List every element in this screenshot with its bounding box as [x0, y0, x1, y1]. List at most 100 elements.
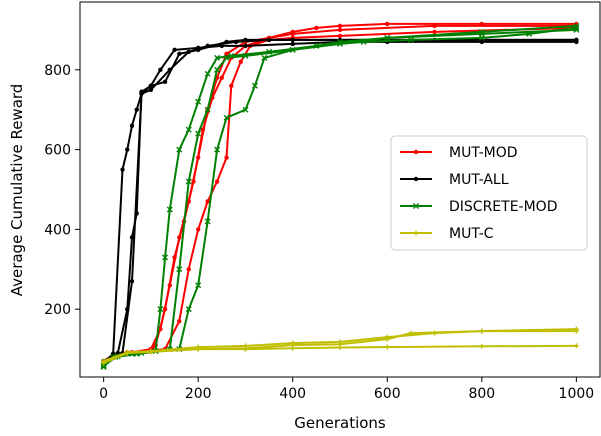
data-point	[573, 22, 580, 29]
data-point	[162, 254, 169, 261]
data-point	[129, 235, 135, 240]
data-point	[185, 178, 192, 185]
data-point	[290, 31, 295, 37]
legend-label: MUT-C	[449, 226, 494, 242]
legend-marker	[413, 176, 419, 182]
data-point	[337, 341, 343, 347]
data-point	[238, 59, 243, 65]
data-point	[223, 54, 230, 61]
data-point	[261, 54, 268, 61]
data-point	[195, 282, 202, 289]
data-point	[219, 75, 225, 80]
data-point	[195, 155, 201, 160]
data-point	[214, 54, 221, 61]
data-point	[101, 359, 107, 365]
data-point	[148, 349, 154, 355]
data-point	[337, 27, 343, 33]
data-point	[176, 266, 183, 273]
data-point	[204, 70, 211, 77]
y-tick-label: 600	[44, 143, 71, 159]
y-axis-label: Average Cumulative Reward	[8, 84, 26, 297]
legend-label: MUT-MOD	[449, 145, 518, 161]
data-point	[195, 130, 202, 137]
data-point	[385, 21, 390, 27]
legend-label: DISCRETE-MOD	[449, 199, 557, 215]
data-point	[120, 167, 125, 172]
legend-marker	[413, 203, 419, 209]
data-point	[148, 87, 154, 92]
legend-item: MUT-ALL	[400, 172, 509, 188]
series-line	[102, 26, 577, 368]
data-point	[242, 52, 249, 59]
legend-box	[390, 135, 588, 251]
data-point	[384, 336, 390, 342]
data-point	[158, 326, 163, 332]
x-tick-label: 800	[468, 386, 495, 402]
data-point	[214, 146, 221, 153]
data-point	[177, 235, 182, 240]
data-point	[251, 82, 258, 89]
data-point	[574, 37, 579, 43]
data-point	[573, 343, 579, 349]
data-point	[125, 147, 130, 152]
plot-frame	[79, 1, 601, 378]
x-axis: 0 200 400 600 800 1000	[99, 377, 594, 402]
plot-marks	[100, 21, 580, 371]
legend-label: MUT-ALL	[449, 172, 509, 188]
data-point	[233, 39, 239, 45]
x-tick-label: 200	[185, 386, 212, 402]
data-point	[167, 283, 173, 288]
x-tick-label: 600	[374, 386, 401, 402]
y-tick-label: 800	[44, 63, 71, 79]
data-point	[223, 114, 230, 121]
data-point	[314, 25, 319, 31]
series-mut-c	[101, 326, 579, 366]
data-point	[166, 206, 173, 213]
data-point	[204, 106, 211, 113]
data-point	[266, 37, 272, 43]
data-point	[384, 34, 391, 41]
legend-item: MUT-MOD	[400, 145, 518, 161]
data-point	[408, 330, 414, 336]
data-point	[243, 43, 248, 49]
data-point	[186, 49, 191, 55]
y-tick-label: 400	[44, 222, 71, 238]
data-point	[337, 33, 343, 39]
data-point	[479, 343, 485, 349]
data-point	[195, 346, 201, 352]
x-axis-label: Generations	[294, 414, 386, 432]
data-point	[157, 306, 164, 313]
data-point	[432, 29, 437, 35]
data-point	[214, 66, 221, 73]
legend-marker	[413, 230, 419, 236]
series-line	[102, 38, 577, 364]
data-point	[158, 67, 163, 73]
data-point	[162, 79, 168, 84]
data-point	[124, 350, 130, 356]
data-point	[186, 267, 191, 272]
series-line	[103, 24, 577, 364]
data-point	[407, 36, 414, 43]
data-point	[337, 40, 343, 47]
data-point	[134, 107, 139, 112]
data-point	[384, 344, 390, 350]
data-point	[185, 126, 192, 133]
y-axis: 200 400 600 800	[44, 63, 80, 318]
data-point	[177, 318, 182, 324]
data-point	[242, 106, 249, 113]
data-point	[289, 46, 296, 53]
data-point	[176, 146, 183, 153]
data-point	[290, 41, 295, 47]
data-point	[573, 328, 579, 334]
data-point	[139, 91, 144, 96]
data-point	[129, 279, 135, 284]
data-point	[167, 67, 173, 73]
data-point	[479, 328, 485, 334]
data-point	[290, 342, 296, 348]
data-point	[337, 23, 343, 29]
data-point	[224, 155, 229, 160]
legend-item: DISCRETE-MOD	[400, 199, 557, 215]
legend: MUT-MOD MUT-ALL DISCRETE-MOD MUT-C	[390, 135, 588, 251]
data-point	[129, 123, 135, 128]
